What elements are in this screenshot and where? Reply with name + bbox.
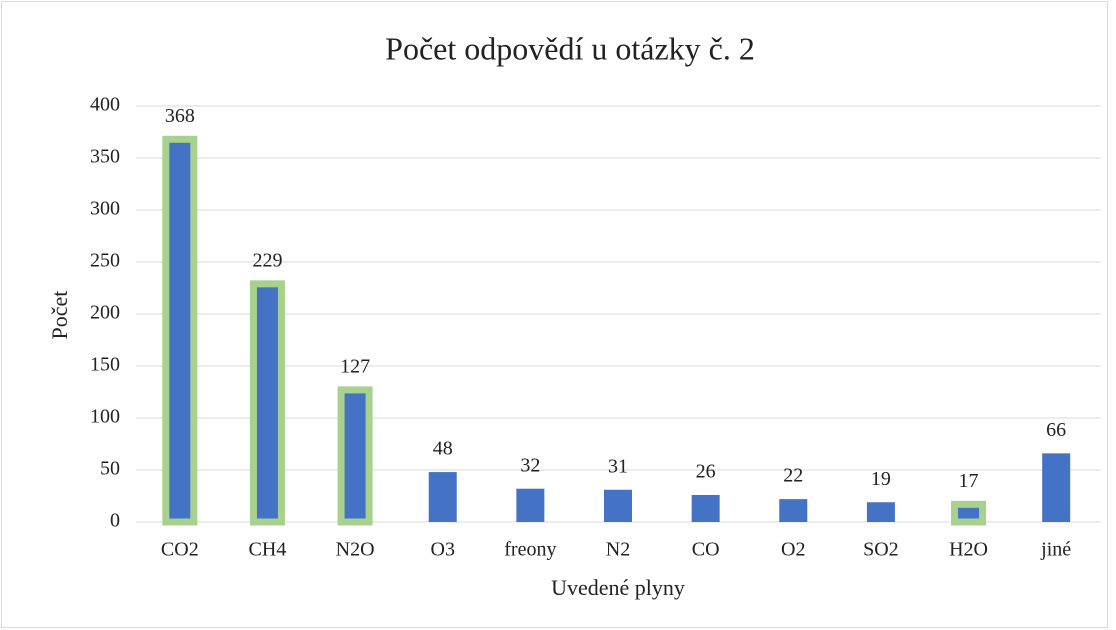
x-tick-label: jiné xyxy=(1040,539,1071,561)
y-tick-label: 0 xyxy=(110,510,120,532)
data-label: 48 xyxy=(433,438,453,460)
y-tick-label: 50 xyxy=(100,458,120,480)
y-tick-label: 350 xyxy=(90,146,120,168)
x-tick-label: H2O xyxy=(949,539,988,561)
x-tick-label: N2 xyxy=(606,539,630,561)
data-label: 368 xyxy=(165,105,195,127)
x-tick-label: N2O xyxy=(336,539,375,561)
bar xyxy=(428,472,457,522)
data-label: 26 xyxy=(696,461,716,483)
x-axis-label: Uvedené plyny xyxy=(551,575,685,600)
y-axis-label: Počet xyxy=(47,291,72,340)
y-tick-label: 100 xyxy=(90,406,120,428)
x-tick-label: O2 xyxy=(781,539,805,561)
bar xyxy=(951,500,987,526)
data-label: 32 xyxy=(520,454,540,476)
bar xyxy=(162,135,198,526)
bar xyxy=(249,280,285,526)
x-tick-label: CH4 xyxy=(249,539,287,561)
chart-title: Počet odpovědí u otázky č. 2 xyxy=(385,30,755,66)
x-tick-label: SO2 xyxy=(863,539,899,561)
y-tick-label: 300 xyxy=(90,198,120,220)
bar xyxy=(866,502,895,522)
data-label: 229 xyxy=(252,249,282,271)
data-label: 19 xyxy=(871,468,891,490)
y-tick-label: 250 xyxy=(90,250,120,272)
data-label: 127 xyxy=(340,356,370,378)
y-tick-label: 200 xyxy=(90,302,120,324)
bar xyxy=(691,494,720,522)
bar xyxy=(1042,453,1071,522)
data-label: 31 xyxy=(608,455,628,477)
x-tick-label: freony xyxy=(504,539,556,561)
data-label: 17 xyxy=(959,470,979,492)
x-tick-label: CO2 xyxy=(161,539,199,561)
data-label: 66 xyxy=(1046,419,1066,441)
y-tick-label: 150 xyxy=(90,354,120,376)
data-label: 22 xyxy=(783,465,803,487)
x-tick-label: CO xyxy=(692,539,720,561)
bar xyxy=(337,386,373,526)
y-tick-label: 400 xyxy=(90,94,120,116)
x-tick-label: O3 xyxy=(431,539,455,561)
bar xyxy=(516,488,545,522)
bar xyxy=(604,489,632,522)
bar xyxy=(779,499,808,522)
